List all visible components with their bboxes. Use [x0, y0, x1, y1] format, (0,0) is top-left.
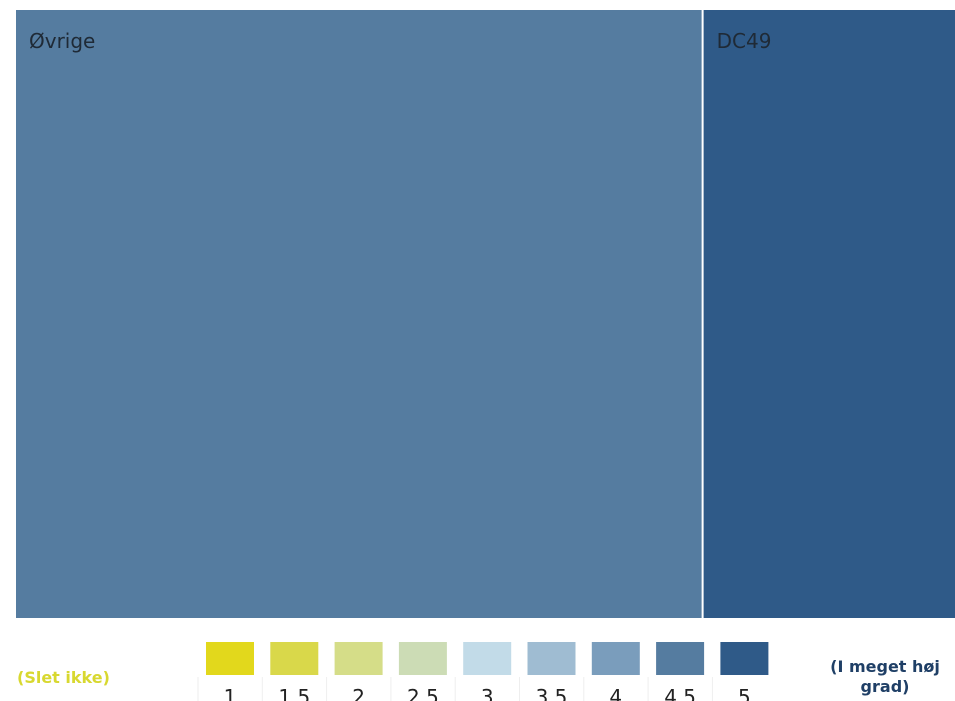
legend-step-label: 5	[738, 685, 751, 701]
legend-step-label: 3	[481, 685, 494, 701]
treemap-tile-label: DC49	[717, 29, 772, 53]
legend-step-label: 2.5	[407, 685, 439, 701]
legend-swatch	[656, 642, 704, 675]
legend-step-label: 2	[352, 685, 365, 701]
treemap-tile-label: Øvrige	[29, 29, 95, 53]
legend-color-scale: 1 1.5 2 2.5 3 3.5 4 4.5 5	[198, 642, 768, 701]
legend-step-label: 4	[609, 685, 622, 701]
legend-high-label: (I meget høj grad)	[815, 657, 955, 697]
legend-step-label: 3.5	[536, 685, 568, 701]
legend-swatch	[335, 642, 383, 675]
treemap-tile-1[interactable]	[704, 10, 955, 618]
legend-swatch	[270, 642, 318, 675]
legend-step-label: 1	[224, 685, 237, 701]
legend-step-label: 1.5	[278, 685, 310, 701]
legend-swatch	[592, 642, 640, 675]
legend-swatch	[463, 642, 511, 675]
legend-swatch	[399, 642, 447, 675]
legend-step-label: 4.5	[664, 685, 696, 701]
legend-swatch	[528, 642, 576, 675]
treemap-tiles: Øvrige DC49	[16, 10, 955, 618]
treemap-tile-0[interactable]	[16, 10, 702, 618]
legend-low-label: (Slet ikke)	[17, 668, 110, 688]
legend-swatch	[206, 642, 254, 675]
legend-swatch	[720, 642, 768, 675]
